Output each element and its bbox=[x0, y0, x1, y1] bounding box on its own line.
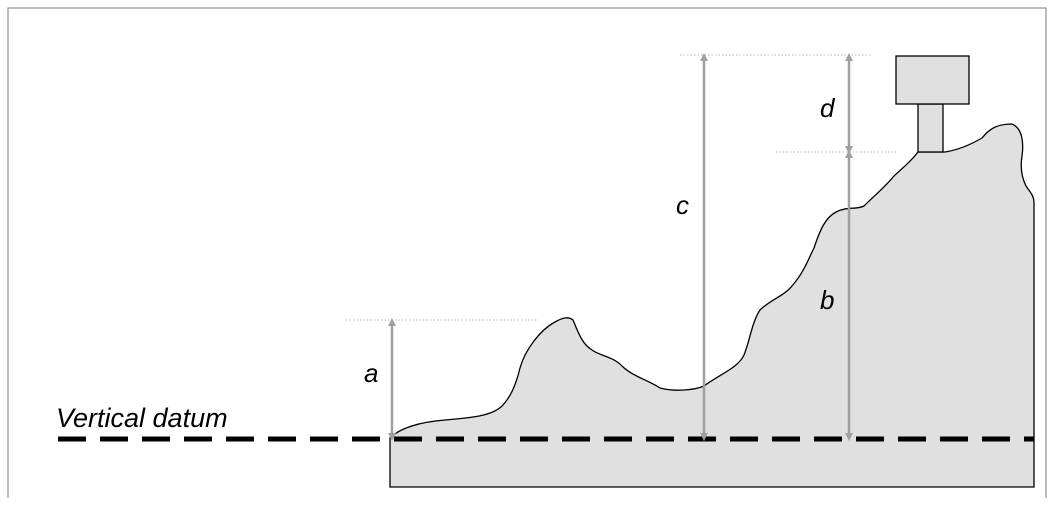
label-a: a bbox=[364, 358, 378, 388]
label-c: c bbox=[676, 190, 689, 220]
building-top bbox=[895, 55, 970, 105]
label-b: b bbox=[820, 285, 834, 315]
label-vertical-datum: Vertical datum bbox=[56, 403, 228, 433]
terrain-profile bbox=[389, 123, 1035, 488]
figure-frame bbox=[7, 7, 1047, 498]
label-d: d bbox=[820, 93, 836, 123]
building-stem bbox=[917, 103, 944, 153]
